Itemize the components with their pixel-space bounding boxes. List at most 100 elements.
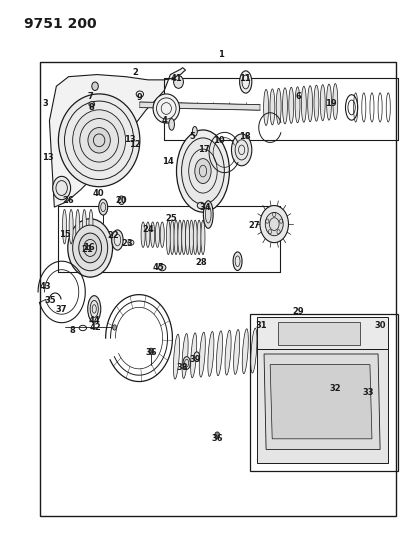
Bar (278, 321, 359, 345)
Ellipse shape (207, 332, 213, 376)
Ellipse shape (192, 126, 197, 136)
Ellipse shape (282, 88, 287, 124)
Bar (40, 62, 396, 516)
Ellipse shape (190, 333, 196, 378)
Ellipse shape (242, 329, 248, 374)
Ellipse shape (301, 86, 306, 122)
Text: 43: 43 (39, 282, 51, 291)
Ellipse shape (170, 220, 174, 255)
Text: 20: 20 (115, 196, 127, 205)
Text: 24: 24 (142, 225, 153, 234)
Text: 2: 2 (133, 68, 138, 77)
Text: 44: 44 (88, 316, 100, 325)
Ellipse shape (158, 264, 166, 271)
Text: 36: 36 (145, 348, 157, 357)
Polygon shape (139, 102, 259, 110)
Ellipse shape (182, 334, 188, 378)
Ellipse shape (199, 332, 205, 377)
Text: 16: 16 (83, 244, 94, 253)
Ellipse shape (128, 240, 134, 245)
Text: 7: 7 (87, 92, 93, 101)
Ellipse shape (153, 94, 179, 123)
Text: 42: 42 (89, 323, 101, 332)
Ellipse shape (182, 357, 190, 369)
Text: 37: 37 (56, 305, 67, 314)
Ellipse shape (82, 209, 86, 244)
Text: 36: 36 (211, 434, 222, 443)
Ellipse shape (269, 89, 274, 125)
Text: 33: 33 (361, 388, 373, 397)
Ellipse shape (62, 209, 66, 244)
Ellipse shape (313, 85, 318, 121)
Ellipse shape (276, 88, 281, 124)
Polygon shape (256, 317, 387, 349)
Ellipse shape (69, 209, 73, 244)
Polygon shape (263, 354, 379, 449)
Ellipse shape (307, 86, 312, 122)
Ellipse shape (197, 203, 204, 209)
Text: 5: 5 (189, 132, 195, 141)
Text: 32: 32 (329, 384, 340, 393)
Ellipse shape (89, 102, 94, 107)
Ellipse shape (88, 127, 110, 153)
Ellipse shape (233, 252, 241, 270)
Text: 4: 4 (161, 116, 167, 125)
Ellipse shape (189, 220, 193, 255)
Ellipse shape (225, 330, 231, 375)
Circle shape (67, 219, 112, 277)
Circle shape (72, 225, 108, 271)
Ellipse shape (166, 220, 170, 255)
Text: 22: 22 (107, 231, 119, 240)
Text: 13: 13 (124, 135, 135, 144)
Text: 30: 30 (373, 321, 385, 330)
Ellipse shape (326, 84, 330, 120)
Ellipse shape (203, 201, 213, 228)
Text: 34: 34 (199, 203, 210, 212)
Text: 41: 41 (170, 74, 182, 83)
Ellipse shape (169, 118, 174, 130)
Ellipse shape (141, 222, 145, 247)
Text: 25: 25 (165, 214, 177, 223)
Circle shape (214, 432, 219, 438)
Ellipse shape (200, 220, 204, 255)
Ellipse shape (173, 220, 178, 255)
Circle shape (112, 325, 116, 330)
Text: 19: 19 (325, 99, 336, 108)
Ellipse shape (319, 85, 324, 120)
Text: 14: 14 (162, 157, 174, 166)
Text: 9751 200: 9751 200 (24, 17, 96, 31)
Text: 9: 9 (137, 93, 142, 102)
Ellipse shape (160, 222, 164, 247)
Text: 10: 10 (213, 136, 225, 145)
Ellipse shape (231, 134, 251, 166)
Text: 31: 31 (255, 321, 266, 330)
Circle shape (173, 76, 183, 88)
Ellipse shape (263, 90, 268, 125)
Ellipse shape (181, 138, 224, 204)
Polygon shape (49, 68, 185, 207)
Ellipse shape (250, 328, 256, 373)
Ellipse shape (239, 71, 251, 93)
Ellipse shape (88, 296, 101, 322)
Text: 17: 17 (198, 146, 209, 155)
Bar (249, 314, 398, 471)
Ellipse shape (233, 329, 239, 374)
Text: 27: 27 (247, 221, 259, 230)
Circle shape (53, 176, 70, 200)
Circle shape (118, 196, 124, 205)
Text: 3: 3 (43, 99, 48, 108)
Ellipse shape (332, 84, 337, 119)
Text: 39: 39 (189, 355, 200, 364)
Ellipse shape (294, 87, 299, 123)
Circle shape (148, 348, 153, 354)
Ellipse shape (112, 230, 123, 250)
Text: 40: 40 (92, 189, 104, 198)
Ellipse shape (193, 352, 199, 361)
Ellipse shape (155, 222, 159, 247)
Polygon shape (256, 349, 387, 463)
Circle shape (92, 82, 98, 91)
Ellipse shape (178, 220, 182, 255)
Ellipse shape (288, 87, 293, 123)
Text: 23: 23 (121, 239, 132, 248)
Text: 29: 29 (292, 307, 304, 316)
